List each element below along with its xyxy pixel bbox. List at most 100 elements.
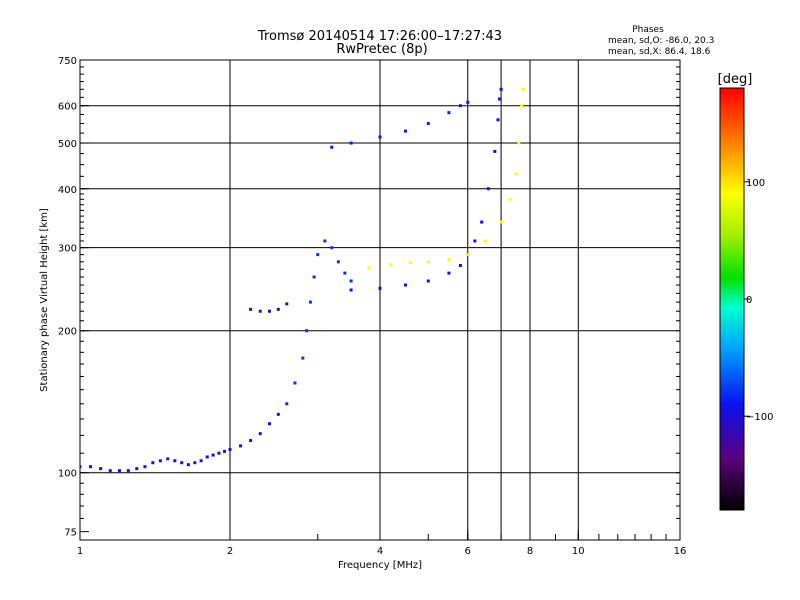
colorbar-ticks: 100 0 −100 — [744, 178, 773, 423]
data-point-F1_cusp_cluster — [305, 329, 309, 333]
data-point-F2_x_trace — [520, 104, 524, 108]
x-tick-label: 1 — [77, 546, 83, 557]
y-tick-label: 600 — [58, 102, 77, 113]
y-tick-label: 75 — [64, 528, 77, 539]
x-axis-label: Frequency [MHz] — [338, 560, 422, 571]
data-point-F2_o_trace — [458, 264, 462, 268]
colorbar-tick-label: 100 — [746, 178, 765, 189]
colorbar-tick-label: 0 — [746, 295, 752, 306]
data-point-multihop_echo — [466, 100, 470, 104]
colorbar: [deg] 100 0 −100 — [718, 72, 773, 511]
data-point-E_and_low_F_trace — [99, 467, 103, 471]
data-point-E_and_low_F_trace — [249, 439, 253, 443]
data-point-E_and_low_F_trace — [80, 465, 82, 469]
data-point-F2_o_trace — [480, 220, 484, 224]
data-point-E_and_low_F_trace — [108, 469, 112, 473]
data-point-multihop_echo — [378, 135, 382, 139]
data-point-E_and_low_F_trace — [217, 451, 221, 455]
data-points — [80, 87, 525, 473]
stats-x-line: mean, sd,X: 86.4, 18.6 — [608, 47, 711, 57]
y-tick-label: 400 — [58, 185, 77, 196]
data-point-F2_x_trace — [514, 172, 518, 176]
data-point-E_and_low_F_trace — [158, 459, 162, 463]
data-point-F1_cusp_cluster — [285, 402, 289, 406]
data-point-F2_x_trace — [389, 263, 393, 267]
data-point-E_and_low_F_trace — [239, 444, 243, 448]
data-point-E_and_low_F_trace — [151, 461, 155, 465]
data-point-E_and_low_F_trace — [223, 449, 227, 453]
data-point-E_and_low_F_trace — [166, 457, 170, 461]
data-point-F1_cusp_cluster — [312, 275, 316, 279]
y-axis-ticks: 75 100 200 300 400 500 600 750 — [58, 56, 680, 539]
data-point-multihop_echo — [447, 111, 451, 115]
data-point-F1_cusp_cluster — [336, 260, 340, 264]
colorbar-tick-label: −100 — [746, 412, 773, 423]
data-point-short_low_branch — [285, 302, 289, 306]
data-point-F2_x_trace — [521, 87, 525, 91]
data-point-E_and_low_F_trace — [135, 467, 139, 471]
chart-subtitle: RwPretec (8p) — [336, 42, 427, 57]
x-tick-label: 4 — [377, 546, 383, 557]
data-point-F2_o_trace — [493, 149, 497, 153]
data-point-F2_x_trace — [508, 197, 512, 201]
data-point-short_low_branch — [258, 309, 262, 313]
data-point-F2_o_trace — [349, 288, 353, 292]
y-tick-label: 500 — [58, 139, 77, 150]
data-point-E_and_low_F_trace — [211, 453, 215, 457]
data-point-F2_o_trace — [499, 87, 503, 91]
data-point-F2_o_trace — [473, 239, 477, 243]
data-point-E_and_low_F_trace — [267, 422, 271, 426]
data-point-E_and_low_F_trace — [193, 461, 197, 465]
x-tick-label: 10 — [572, 546, 585, 557]
data-point-multihop_echo — [349, 141, 353, 145]
data-point-F2_x_trace — [483, 239, 487, 243]
x-tick-label: 8 — [527, 546, 533, 557]
colorbar-gradient — [719, 87, 745, 511]
data-point-E_and_low_F_trace — [199, 459, 203, 463]
data-point-E_and_low_F_trace — [117, 469, 121, 473]
data-point-F1_cusp_cluster — [349, 279, 353, 283]
data-point-E_and_low_F_trace — [186, 463, 190, 467]
data-point-multihop_echo — [426, 122, 430, 126]
data-point-F2_o_trace — [496, 118, 500, 122]
data-point-F2_x_trace — [447, 258, 451, 262]
data-point-F1_cusp_cluster — [343, 271, 347, 275]
data-point-F2_o_trace — [378, 286, 382, 290]
data-point-short_low_branch — [276, 307, 280, 311]
data-point-F2_o_trace — [498, 97, 502, 101]
data-point-F1_cusp_cluster — [323, 239, 327, 243]
data-point-F2_o_trace — [403, 283, 407, 287]
data-point-E_and_low_F_trace — [276, 412, 280, 416]
y-tick-label: 750 — [58, 56, 77, 67]
colorbar-unit-label: [deg] — [718, 72, 753, 87]
x-axis-ticks: 1 2 4 6 8 10 16 — [77, 530, 687, 557]
y-tick-label: 300 — [58, 244, 77, 255]
data-point-F2_x_trace — [426, 260, 430, 264]
data-point-E_and_low_F_trace — [173, 459, 177, 463]
data-point-multihop_echo — [330, 145, 334, 149]
data-point-F2_x_trace — [466, 253, 470, 257]
data-point-short_low_branch — [249, 307, 253, 311]
y-axis-label: Stationary phase Virtual Height [km] — [39, 208, 50, 392]
data-point-F1_cusp_cluster — [301, 356, 305, 360]
data-point-F2_x_trace — [408, 261, 412, 265]
data-point-E_and_low_F_trace — [258, 432, 262, 436]
data-point-E_and_low_F_trace — [89, 465, 93, 469]
data-point-F2_x_trace — [517, 141, 521, 145]
chart-title: Tromsø 20140514 17:26:00–17:27:43 — [257, 29, 502, 44]
data-point-F2_o_trace — [447, 271, 451, 275]
data-point-F1_cusp_cluster — [316, 253, 320, 257]
y-tick-label: 100 — [58, 469, 77, 480]
x-tick-label: 2 — [227, 546, 233, 557]
plot-area: 1 2 4 6 8 10 16 75 100 200 300 400 500 600 750 — [58, 56, 686, 557]
data-point-F2_o_trace — [486, 187, 490, 191]
data-point-multihop_echo — [458, 104, 462, 108]
grid-lines — [80, 60, 681, 540]
x-tick-label: 16 — [674, 546, 687, 557]
data-point-F2_x_trace — [367, 266, 371, 270]
data-point-E_and_low_F_trace — [228, 447, 232, 451]
data-point-F2_x_trace — [499, 220, 503, 224]
y-tick-label: 200 — [58, 327, 77, 338]
data-point-F2_o_trace — [426, 279, 430, 283]
